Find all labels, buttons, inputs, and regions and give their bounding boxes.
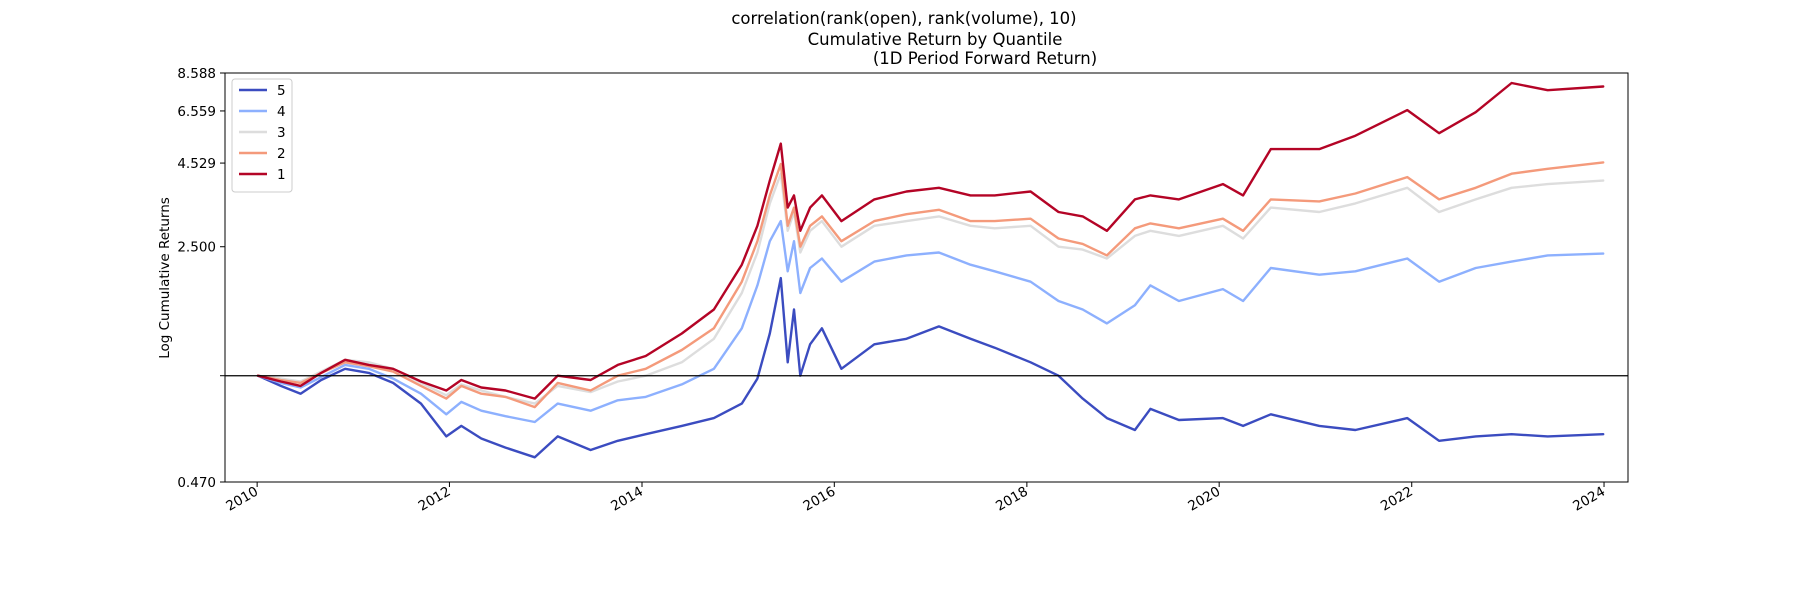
y-axis-label: Log Cumulative Returns [157,197,173,359]
legend-label-q4: 4 [277,104,286,120]
y-tick-label: 8.588 [177,66,216,82]
series-line-q3 [256,172,1605,405]
x-tick-label: 2020 [1185,484,1223,515]
plot-frame [224,72,1629,483]
x-tick-label: 2014 [608,484,646,515]
series-layer [256,81,1605,459]
axes-layer: 0.470 2.500 4.529 6.559 8.588 2010 2012 2014 201… [177,66,1629,515]
chart-title-line2: (1D Period Forward Return) [873,49,1097,68]
x-tick-label: 2010 [223,484,261,515]
y-tick-label: 4.529 [177,156,216,172]
y-tick-label: 6.559 [177,104,216,120]
figure-suptitle: correlation(rank(open), rank(volume), 10… [731,9,1076,28]
legend-label-q3: 3 [277,125,286,141]
legend-box [231,78,293,193]
series-line-q5 [256,276,1605,459]
legend-label-q2: 2 [277,146,286,162]
legend: 5 4 3 2 1 [231,78,293,193]
x-tick-label: 2012 [416,484,454,515]
x-tick-label: 2016 [801,484,839,515]
series-line-q1 [256,81,1605,400]
y-tick-label: 2.500 [177,240,216,256]
legend-label-q1: 1 [277,167,286,183]
y-tick-label: 0.470 [177,475,216,491]
chart-title-line1: Cumulative Return by Quantile [808,30,1063,49]
series-line-q2 [256,161,1605,409]
series-line-q4 [256,219,1605,424]
legend-label-q5: 5 [277,83,286,99]
x-tick-label: 2024 [1570,484,1608,515]
x-tick-label: 2022 [1378,484,1416,515]
x-tick-label: 2018 [993,484,1031,515]
